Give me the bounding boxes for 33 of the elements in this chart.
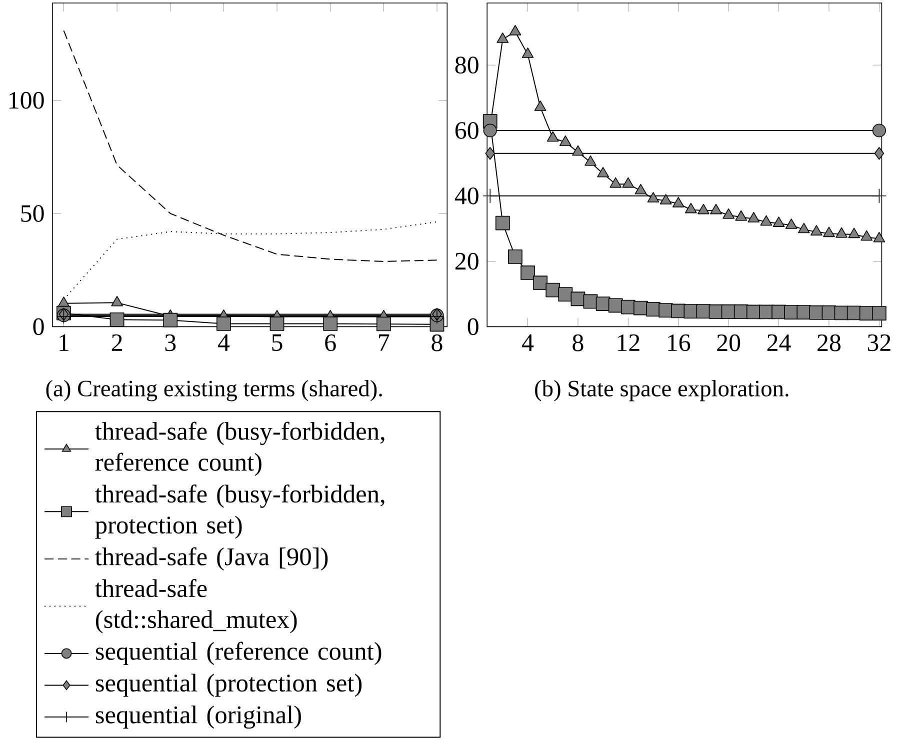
x-tick-label: 12: [618, 334, 640, 351]
x-tick-label: 5: [272, 334, 282, 351]
x-tick-label: 28: [818, 334, 841, 352]
legend-label: sequential (protection set): [96, 674, 362, 697]
legend-label: thread-safe (busy-forbidden, protection set): [95, 484, 384, 539]
y-tick-label: 50: [21, 204, 44, 222]
y-tick-label: 0: [468, 318, 478, 335]
y-tick-label: 0: [33, 318, 44, 335]
x-tick-label: 2: [112, 334, 122, 351]
legend-label: sequential (reference count): [96, 642, 382, 665]
x-tick-label: 32: [868, 334, 890, 352]
y-tick-label: 80: [455, 56, 478, 74]
y-tick-label: 100: [10, 92, 44, 109]
y-tick-label: 20: [455, 252, 478, 270]
legend-label: thread-safe (std::shared_mutex): [95, 578, 297, 634]
x-tick-label: 4: [218, 334, 230, 351]
x-tick-label: 7: [379, 334, 390, 351]
legend-label: sequential (original): [96, 705, 301, 729]
x-tick-label: 1: [60, 334, 68, 351]
legend-label: thread-safe (Java [90]): [95, 547, 328, 570]
x-tick-label: 8: [572, 334, 584, 352]
text: (a) Creating existing terms (shared).: [46, 380, 382, 402]
x-tick-label: 24: [767, 334, 791, 351]
x-tick-label: 8: [432, 334, 442, 352]
y-tick-label: 60: [455, 122, 478, 139]
x-tick-label: 16: [668, 334, 690, 352]
x-tick-label: 6: [325, 334, 336, 352]
x-tick-label: 20: [717, 334, 740, 352]
y-tick-label: 40: [454, 187, 478, 204]
x-tick-label: 4: [522, 334, 534, 351]
text: (b) State space exploration.: [535, 380, 788, 402]
x-tick-label: 3: [165, 334, 176, 352]
legend-label: thread-safe (busy-forbidden, reference count): [95, 422, 384, 476]
